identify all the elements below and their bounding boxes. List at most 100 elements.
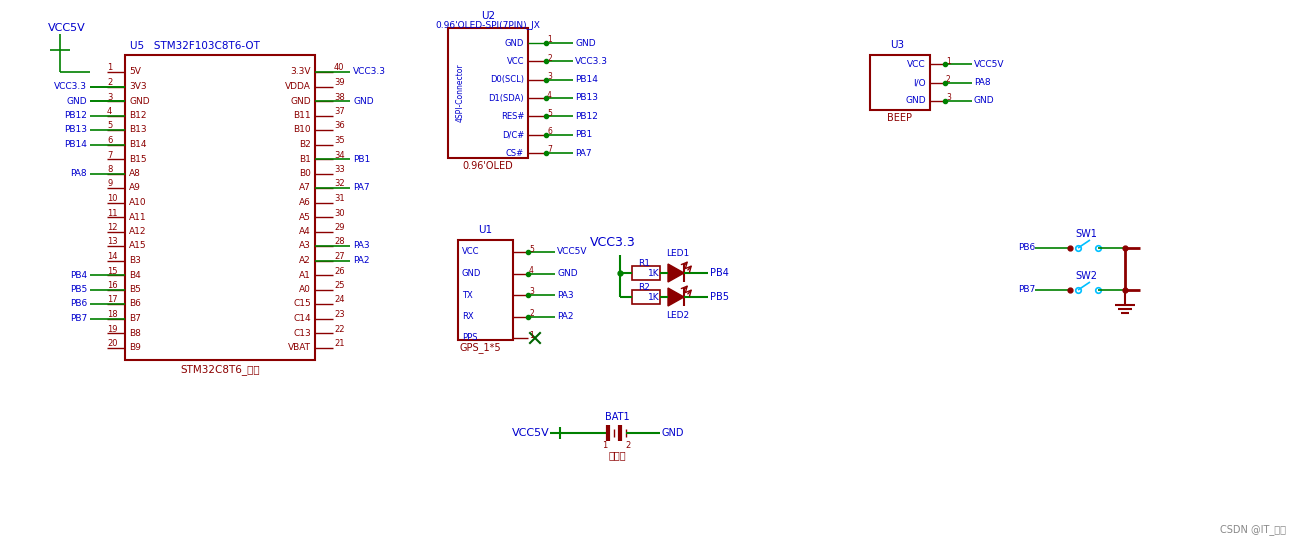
Text: 3: 3 [547, 72, 552, 81]
Text: C13: C13 [293, 329, 311, 337]
Text: 39: 39 [334, 78, 344, 87]
Text: 4SPI-Connector: 4SPI-Connector [456, 64, 464, 122]
Text: GND: GND [353, 96, 374, 106]
Text: 38: 38 [334, 92, 345, 102]
Text: VCC3.3: VCC3.3 [353, 67, 386, 77]
Text: 26: 26 [334, 267, 344, 275]
Text: R1: R1 [638, 259, 650, 269]
Text: CS#: CS# [506, 149, 524, 158]
Text: 29: 29 [334, 223, 344, 232]
Text: A11: A11 [129, 213, 147, 221]
Text: 5V: 5V [129, 67, 141, 77]
Text: BAT1: BAT1 [605, 412, 629, 422]
Polygon shape [668, 288, 684, 306]
Text: 30: 30 [334, 208, 344, 218]
Text: PB5: PB5 [70, 285, 87, 294]
Text: 40: 40 [334, 64, 344, 72]
Text: PA8: PA8 [975, 78, 990, 87]
Text: RES#: RES# [500, 112, 524, 121]
Text: A12: A12 [129, 227, 146, 236]
Text: PB7: PB7 [70, 314, 87, 323]
Text: 3: 3 [946, 94, 951, 102]
Text: PB13: PB13 [575, 94, 598, 102]
Text: 3: 3 [107, 92, 112, 102]
Text: VCC3.3: VCC3.3 [53, 82, 87, 91]
Text: 1: 1 [107, 64, 112, 72]
Text: PB14: PB14 [575, 75, 598, 84]
Text: 8: 8 [107, 165, 112, 174]
Text: A15: A15 [129, 242, 147, 250]
Text: LED1: LED1 [666, 249, 689, 257]
Text: B11: B11 [293, 111, 311, 120]
Text: A2: A2 [300, 256, 311, 265]
Text: VCC5V: VCC5V [512, 428, 550, 438]
Text: B12: B12 [129, 111, 146, 120]
Text: 7: 7 [547, 145, 552, 154]
Text: SW1: SW1 [1075, 229, 1097, 239]
Text: 2: 2 [547, 54, 551, 63]
Text: B10: B10 [293, 126, 311, 134]
Text: 4: 4 [529, 266, 534, 275]
Text: VCC: VCC [463, 248, 480, 257]
Text: PA7: PA7 [353, 183, 370, 193]
Text: PB12: PB12 [64, 111, 87, 120]
Text: PB6: PB6 [70, 300, 87, 308]
Text: D1(SDA): D1(SDA) [489, 94, 524, 102]
Text: B9: B9 [129, 343, 141, 352]
Text: PA7: PA7 [575, 149, 592, 158]
Text: A1: A1 [300, 270, 311, 280]
Text: U5   STM32F103C8T6-OT: U5 STM32F103C8T6-OT [130, 41, 259, 51]
Text: 4: 4 [547, 90, 552, 100]
Text: 6: 6 [107, 136, 112, 145]
Text: 1K: 1K [648, 269, 659, 277]
Text: PPS: PPS [463, 333, 477, 343]
Text: 11: 11 [107, 208, 117, 218]
Text: PB4: PB4 [710, 268, 728, 278]
Text: GPS_1*5: GPS_1*5 [459, 343, 500, 354]
Text: PB4: PB4 [70, 270, 87, 280]
Text: PA3: PA3 [556, 290, 573, 300]
Text: VCC5V: VCC5V [975, 60, 1005, 69]
Text: B0: B0 [300, 169, 311, 178]
Bar [457, 240, 513, 340]
Text: LED2: LED2 [666, 311, 689, 319]
Text: VCC5V: VCC5V [556, 248, 588, 257]
Text: GND: GND [291, 96, 311, 106]
Text: 1: 1 [529, 331, 534, 339]
Text: 35: 35 [334, 136, 344, 145]
Text: 1: 1 [602, 441, 607, 449]
Text: B7: B7 [129, 314, 141, 323]
Text: 32: 32 [334, 180, 344, 189]
Text: A10: A10 [129, 198, 147, 207]
Text: U1: U1 [478, 225, 493, 235]
Text: C14: C14 [293, 314, 311, 323]
Text: A8: A8 [129, 169, 141, 178]
Text: 6: 6 [547, 127, 552, 136]
Text: 36: 36 [334, 121, 345, 131]
Text: 2: 2 [107, 78, 112, 87]
Text: B14: B14 [129, 140, 146, 149]
Text: PB13: PB13 [64, 126, 87, 134]
Text: VCC3.3: VCC3.3 [575, 57, 609, 66]
Text: B4: B4 [129, 270, 141, 280]
Text: B6: B6 [129, 300, 141, 308]
Polygon shape [668, 264, 684, 282]
Text: GND: GND [556, 269, 577, 278]
Text: A7: A7 [300, 183, 311, 193]
Text: B15: B15 [129, 154, 147, 164]
Text: 3.3V: 3.3V [291, 67, 311, 77]
Text: 电池盒: 电池盒 [609, 450, 625, 460]
Text: GND: GND [504, 39, 524, 47]
Text: SW2: SW2 [1075, 271, 1097, 281]
Text: VCC: VCC [507, 57, 524, 66]
Text: GND: GND [129, 96, 150, 106]
Text: 34: 34 [334, 151, 344, 159]
Bar [870, 55, 930, 110]
Text: D0(SCL): D0(SCL) [490, 75, 524, 84]
Text: 13: 13 [107, 238, 117, 246]
Text: 27: 27 [334, 252, 344, 261]
Text: PA3: PA3 [353, 242, 370, 250]
Text: A4: A4 [300, 227, 311, 236]
Text: 33: 33 [334, 165, 345, 174]
Text: PA8: PA8 [70, 169, 87, 178]
